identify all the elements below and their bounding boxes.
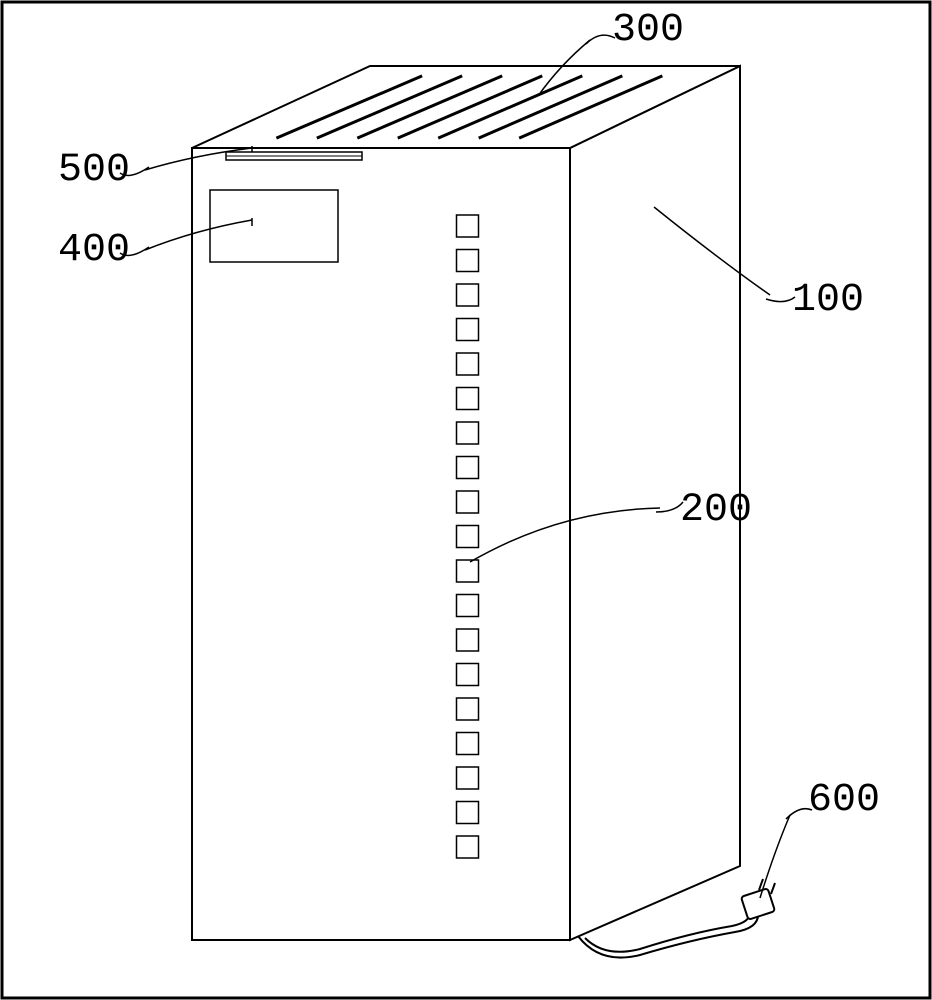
callout-label: 100 <box>792 278 864 323</box>
plug-icon <box>741 879 775 920</box>
callout-label: 500 <box>58 148 130 193</box>
callout-label: 300 <box>612 8 684 53</box>
callout-600: 600 <box>760 778 880 898</box>
callout-label: 600 <box>808 778 880 823</box>
callout-label: 200 <box>680 488 752 533</box>
device-body <box>192 62 740 940</box>
technical-diagram: 300 100 200 600 500 400 <box>0 0 932 1000</box>
callout-label: 400 <box>58 228 130 273</box>
